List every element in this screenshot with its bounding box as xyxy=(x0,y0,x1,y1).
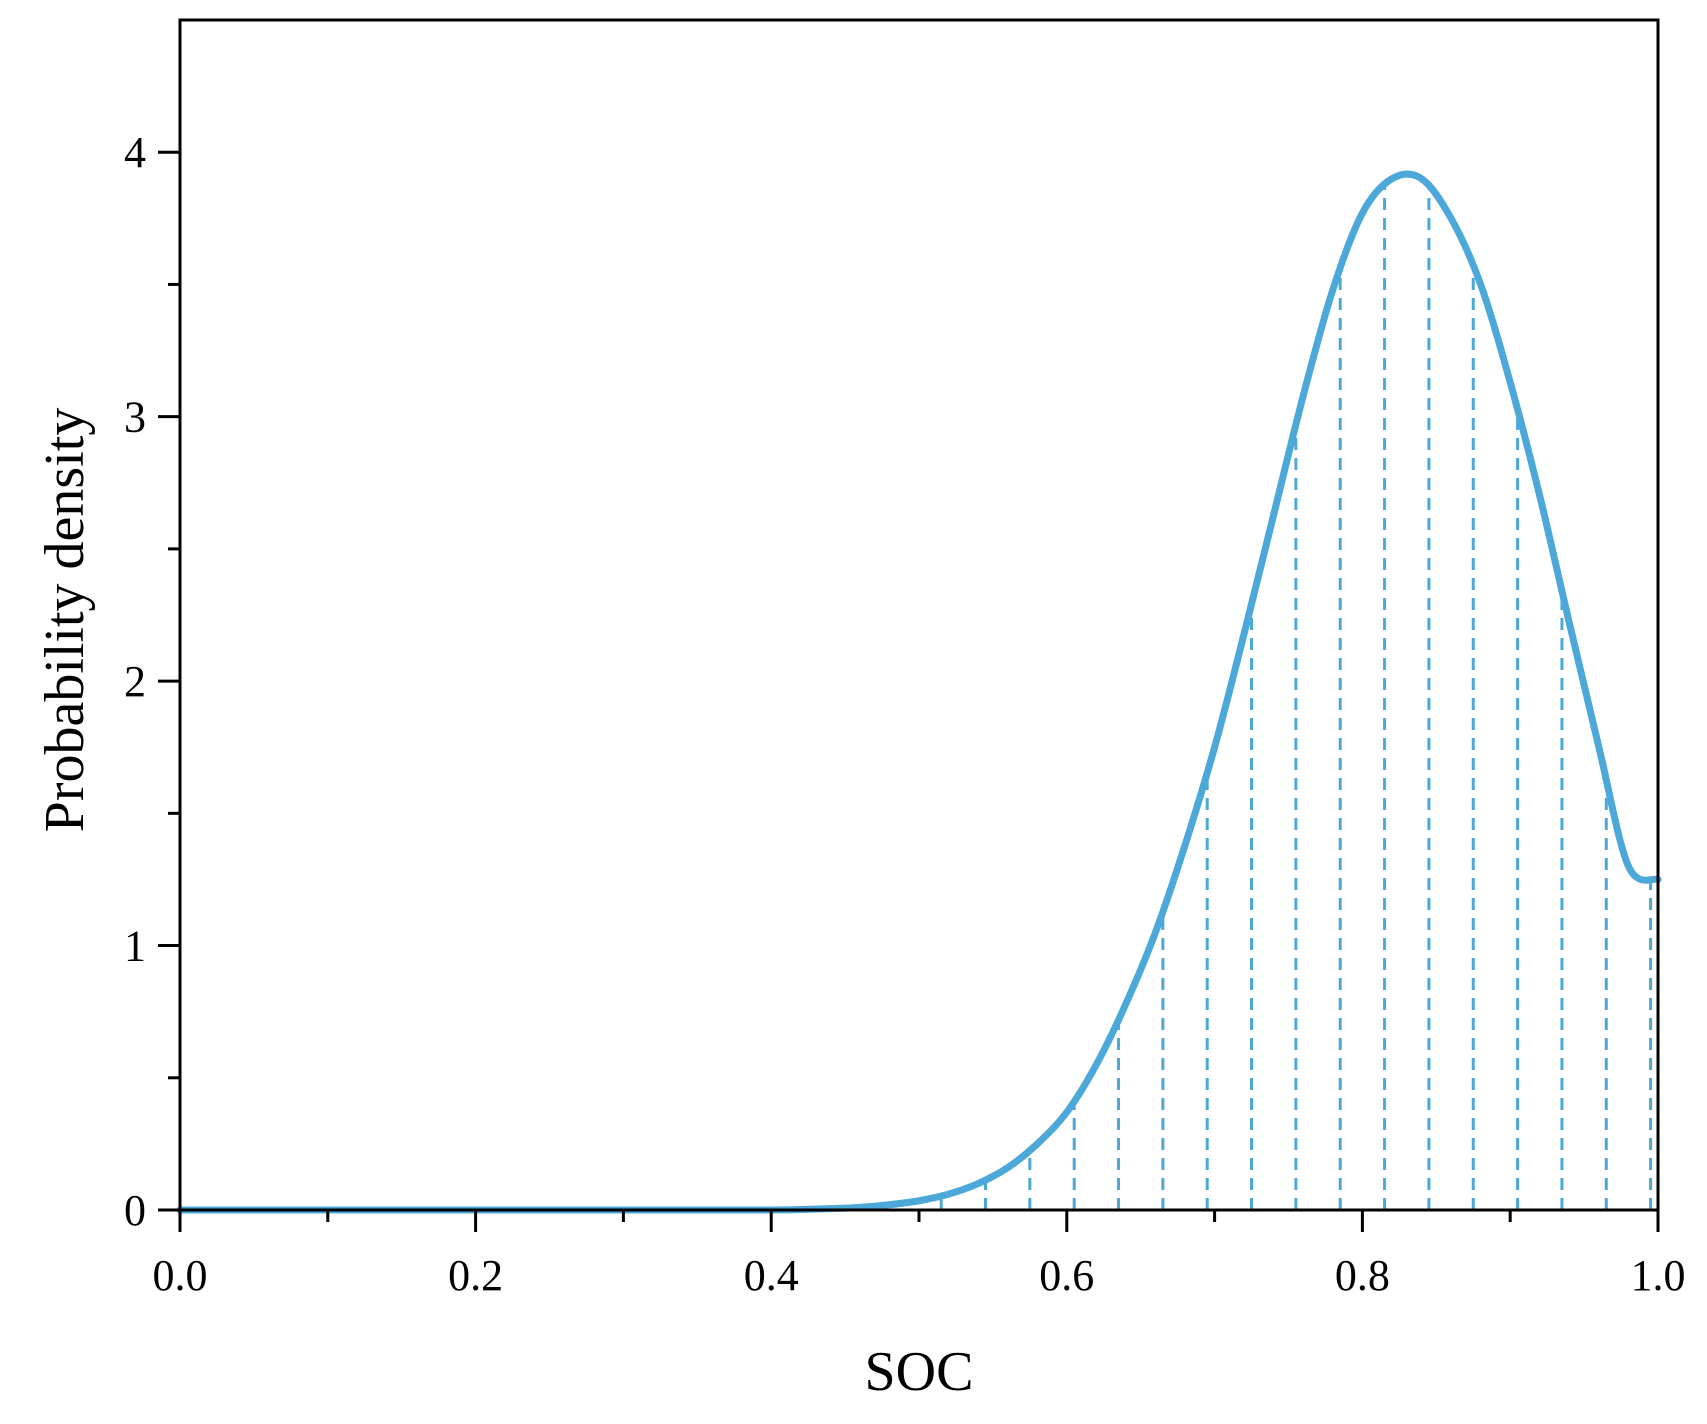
y-tick-label: 0 xyxy=(124,1186,146,1235)
tick-labels: 0.0 0.2 0.4 0.6 0.8 1.0 0 1 2 3 4 xyxy=(124,128,1686,1300)
x-tick-label: 0.2 xyxy=(448,1251,503,1300)
x-tick-label: 0.6 xyxy=(1039,1251,1094,1300)
series-line xyxy=(176,170,1662,1214)
x-tick-label: 0.0 xyxy=(153,1251,208,1300)
y-tick-label: 4 xyxy=(124,128,146,177)
series-layer xyxy=(176,170,1662,1214)
x-tick-label: 1.0 xyxy=(1631,1251,1686,1300)
y-axis-title: Probability density xyxy=(34,408,96,833)
dashed-drop-lines xyxy=(939,187,1653,1210)
x-tick-label: 0.8 xyxy=(1335,1251,1390,1300)
y-tick-label: 1 xyxy=(124,922,146,971)
y-tick-label: 3 xyxy=(124,393,146,442)
y-tick-label: 2 xyxy=(124,657,146,706)
axis-ticks xyxy=(158,150,1660,1232)
x-axis-title: SOC xyxy=(865,1341,974,1403)
x-tick-label: 0.4 xyxy=(744,1251,799,1300)
